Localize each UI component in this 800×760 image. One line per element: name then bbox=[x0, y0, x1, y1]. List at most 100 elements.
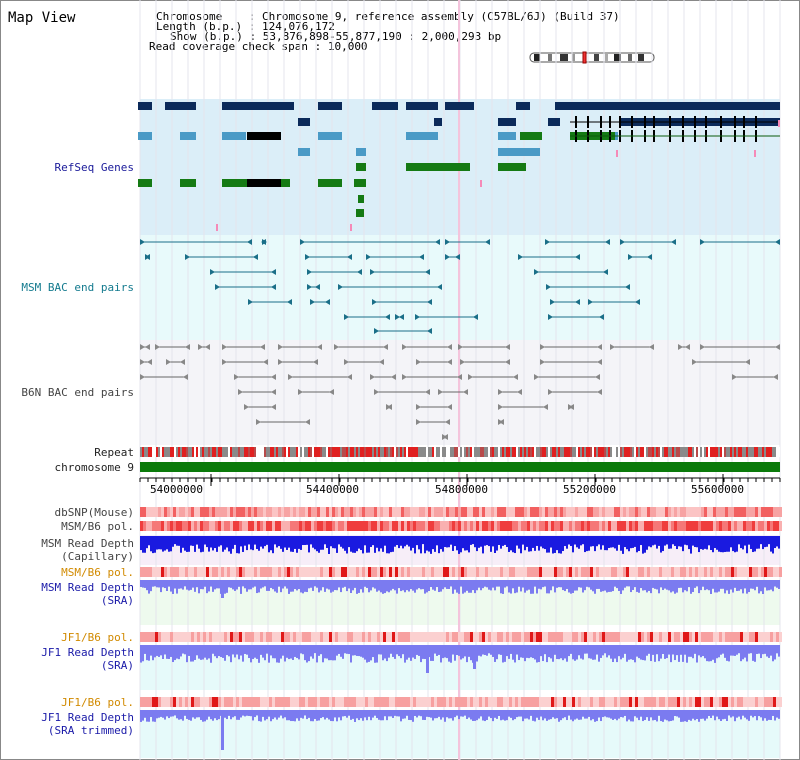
polymorphism-strip bbox=[482, 697, 485, 707]
track-label-msm-b6-pol-2[interactable]: MSM/B6 pol. bbox=[61, 566, 134, 579]
track-label-jf1-depth-sra[interactable]: JF1 Read Depth (SRA) bbox=[41, 646, 134, 672]
read-depth-bar bbox=[234, 710, 236, 717]
polymorphism-strip bbox=[347, 697, 350, 707]
read-depth-bar bbox=[442, 580, 444, 590]
read-depth-bar bbox=[312, 536, 314, 548]
polymorphism-strip bbox=[734, 697, 737, 707]
repeat-block bbox=[558, 447, 560, 457]
read-depth-bar bbox=[208, 710, 210, 717]
read-depth-bar bbox=[750, 645, 752, 654]
read-depth-bar bbox=[438, 536, 440, 554]
polymorphism-strip bbox=[554, 507, 557, 517]
repeat-block bbox=[596, 447, 598, 457]
bac-end bbox=[391, 374, 396, 380]
bac-end bbox=[460, 359, 465, 365]
polymorphism-strip bbox=[302, 697, 305, 707]
read-depth-bar bbox=[582, 645, 584, 660]
polymorphism-strip bbox=[440, 567, 443, 577]
polymorphism-strip bbox=[392, 521, 395, 531]
track-label-b6n-bac[interactable]: B6N BAC end pairs bbox=[21, 386, 134, 399]
polymorphism-strip bbox=[215, 632, 218, 642]
read-depth-bar bbox=[648, 710, 650, 721]
polymorphism-strip bbox=[689, 632, 692, 642]
read-depth-bar bbox=[428, 580, 430, 592]
polymorphism-strip bbox=[686, 697, 689, 707]
read-depth-bar bbox=[674, 645, 676, 661]
read-depth-bar bbox=[722, 580, 724, 589]
read-depth-bar bbox=[160, 536, 162, 550]
read-depth-bar bbox=[668, 536, 670, 549]
track-label-refseq[interactable]: RefSeq Genes bbox=[54, 161, 134, 174]
read-depth-bar bbox=[362, 580, 364, 593]
read-depth-bar bbox=[494, 536, 496, 554]
read-depth-spike bbox=[221, 710, 224, 750]
polymorphism-strip bbox=[242, 507, 245, 517]
polymorphism-strip bbox=[575, 697, 578, 707]
read-depth-bar bbox=[420, 645, 422, 663]
read-depth-bar bbox=[512, 536, 514, 553]
read-depth-bar bbox=[400, 710, 402, 722]
read-depth-bar bbox=[698, 710, 700, 722]
read-depth-bar bbox=[424, 580, 426, 594]
polymorphism-strip bbox=[299, 567, 302, 577]
read-depth-bar bbox=[752, 645, 754, 661]
read-depth-bar bbox=[322, 536, 324, 550]
read-depth-bar bbox=[752, 710, 754, 718]
polymorphism-strip bbox=[203, 697, 206, 707]
read-depth-bar bbox=[760, 710, 762, 718]
read-depth-bar bbox=[188, 645, 190, 656]
read-depth-bar bbox=[568, 580, 570, 593]
track-label-jf1-pol-1[interactable]: JF1/B6 pol. bbox=[61, 631, 134, 644]
polymorphism-strip bbox=[173, 521, 176, 531]
track-label-msm-b6-pol-1[interactable]: MSM/B6 pol. bbox=[61, 520, 134, 533]
polymorphism-strip bbox=[632, 507, 635, 517]
bac-end bbox=[185, 344, 190, 350]
repeat-block bbox=[484, 447, 486, 457]
read-depth-bar bbox=[382, 710, 384, 721]
repeat-block bbox=[374, 447, 376, 457]
track-label-chromosome[interactable]: chromosome 9 bbox=[54, 461, 134, 474]
read-depth-bar bbox=[392, 536, 394, 552]
track-label-repeat[interactable]: Repeat bbox=[94, 446, 134, 459]
track-label-msm-depth-capillary[interactable]: MSM Read Depth (Capillary) bbox=[41, 537, 134, 563]
polymorphism-strip bbox=[749, 507, 752, 517]
read-depth-bar bbox=[268, 645, 270, 663]
read-depth-bar bbox=[486, 536, 488, 546]
track-label-jf1-depth-trimmed[interactable]: JF1 Read Depth (SRA trimmed) bbox=[41, 711, 134, 737]
track-label-msm-depth-sra[interactable]: MSM Read Depth (SRA) bbox=[41, 581, 134, 607]
polymorphism-strip bbox=[227, 521, 230, 531]
track-label-msm-bac[interactable]: MSM BAC end pairs bbox=[21, 281, 134, 294]
chromosome-ideogram[interactable] bbox=[0, 0, 800, 80]
polymorphism-strip bbox=[419, 567, 422, 577]
track-label-dbsnp[interactable]: dbSNP(Mouse) bbox=[54, 506, 134, 519]
polymorphism-strip bbox=[554, 697, 557, 707]
read-depth-bar bbox=[738, 580, 740, 591]
polymorphism-strip bbox=[452, 632, 455, 642]
read-depth-bar bbox=[382, 536, 384, 552]
polymorphism-strip bbox=[344, 567, 347, 577]
repeat-block bbox=[264, 447, 266, 457]
track-label-jf1-pol-2[interactable]: JF1/B6 pol. bbox=[61, 696, 134, 709]
repeat-block bbox=[772, 447, 774, 457]
read-depth-bar bbox=[336, 580, 338, 591]
polymorphism-strip bbox=[470, 521, 473, 531]
read-depth-bar bbox=[140, 645, 142, 663]
read-depth-bar bbox=[642, 580, 644, 591]
read-depth-bar bbox=[362, 536, 364, 554]
polymorphism-strip bbox=[467, 632, 470, 642]
read-depth-bar bbox=[160, 580, 162, 593]
polymorphism-strip bbox=[338, 521, 341, 531]
bac-end bbox=[575, 299, 580, 305]
bac-end bbox=[588, 299, 593, 305]
repeat-block bbox=[376, 447, 378, 457]
read-depth-bar bbox=[166, 710, 168, 717]
read-depth-bar bbox=[386, 645, 388, 662]
read-depth-bar bbox=[448, 645, 450, 662]
polymorphism-strip bbox=[395, 697, 398, 707]
repeat-block bbox=[754, 447, 756, 457]
polymorphism-strip bbox=[515, 567, 518, 577]
bac-end bbox=[253, 254, 258, 260]
read-depth-bar bbox=[530, 645, 532, 658]
repeat-block bbox=[368, 447, 370, 457]
